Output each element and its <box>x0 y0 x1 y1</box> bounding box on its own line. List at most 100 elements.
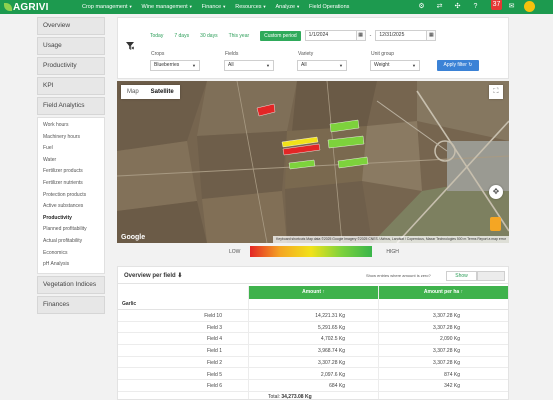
overview-header: Overview per field ⬇ Show entries where … <box>118 267 508 284</box>
network-icon[interactable]: ✣ <box>454 3 461 10</box>
variety-label: Variety <box>298 51 314 57</box>
apply-filter-button[interactable]: Apply filter ↻ <box>437 60 479 71</box>
gear-icon[interactable]: ⚙ <box>418 3 425 10</box>
map-type-map-button[interactable]: Map <box>127 89 139 95</box>
legend-gradient <box>250 246 373 257</box>
calendar-icon[interactable]: ▦ <box>427 30 437 41</box>
submenu-item-active-substances[interactable]: Active substances <box>43 203 84 210</box>
field-polygon[interactable] <box>327 135 365 149</box>
sidebar-item-finances[interactable]: Finances <box>37 295 105 314</box>
street-view-pegman-icon[interactable] <box>490 217 501 231</box>
sidebar-item-vegetation-indices[interactable]: Vegetation Indices <box>37 275 105 294</box>
top-bar: AGRIVI Crop management▼ Wine management▼… <box>0 0 553 14</box>
submenu-item-work-hours[interactable]: Work hours <box>43 122 69 128</box>
sidebar-item-usage[interactable]: Usage <box>37 37 105 55</box>
nav-finance[interactable]: Finance▼ <box>201 4 227 10</box>
table-row: Field 1 3,968.74 Kg 3,307.28 Kg <box>118 345 508 357</box>
amount-per-ha-cell: 874 Kg <box>444 371 460 378</box>
caret-down-icon: ▼ <box>296 4 301 9</box>
crops-label: Crops <box>151 51 165 57</box>
submenu-item-fuel[interactable]: Fuel <box>43 145 53 152</box>
column-divider <box>378 286 379 399</box>
field-name-cell: Field 5 <box>206 371 222 378</box>
overview-title: Overview per field ⬇ <box>124 273 183 279</box>
nav-wine-management[interactable]: Wine management▼ <box>141 4 193 10</box>
nav-field-operations[interactable]: Field Operations <box>309 4 350 10</box>
quick-date-30-days[interactable]: 30 days <box>200 32 218 39</box>
nav-analyze[interactable]: Analyze▼ <box>275 4 301 10</box>
submenu-item-fertilizer-products[interactable]: Fertilizer products <box>43 168 83 175</box>
submenu-item-planned-profitability[interactable]: Planned profitability <box>43 226 87 233</box>
nav-crop-management[interactable]: Crop management▼ <box>82 4 133 10</box>
fields-select[interactable]: All ▼ <box>224 60 274 71</box>
satellite-map[interactable]: Map Satellite ⛶ ✥ Google Keyboard shortc… <box>117 81 509 243</box>
table-row: Field 2 3,307.28 Kg 3,307.28 Kg <box>118 357 508 369</box>
swap-icon[interactable]: ⇄ <box>436 3 443 10</box>
filter-panel: Today 7 days 30 days This year Custom pe… <box>117 17 509 79</box>
bell-icon[interactable]: ♪37 <box>488 0 502 12</box>
field-polygon[interactable] <box>329 119 360 133</box>
column-header-amount[interactable]: Amount ↑ <box>249 286 378 299</box>
map-type-satellite-button[interactable]: Satellite <box>150 89 174 95</box>
field-polygon[interactable] <box>288 159 316 170</box>
caret-down-icon: ▼ <box>339 63 343 68</box>
date-to-input[interactable]: 12/31/2025 <box>375 30 428 41</box>
unit-group-label: Unit group <box>371 51 395 57</box>
table-row: Field 5 2,097.6 Kg 874 Kg <box>118 369 508 381</box>
nav-resources[interactable]: Resources▼ <box>235 4 267 10</box>
show-zero-button[interactable]: Show <box>446 271 477 281</box>
help-icon[interactable]: ? <box>473 3 478 10</box>
quick-date-this-year[interactable]: This year <box>228 32 250 39</box>
field-polygon[interactable] <box>337 156 369 169</box>
field-polygon[interactable] <box>256 103 276 117</box>
brand-logo[interactable]: AGRIVI <box>4 2 82 13</box>
map-pan-icon[interactable]: ✥ <box>489 185 503 199</box>
caret-down-icon: ▼ <box>192 63 196 68</box>
submenu-item-productivity[interactable]: Productivity <box>43 214 72 221</box>
caret-down-icon: ▼ <box>412 63 416 68</box>
map-imagery <box>117 81 509 243</box>
sidebar-item-field-analytics[interactable]: Field Analytics <box>37 97 105 115</box>
column-header-amount-per-ha[interactable]: Amount per ha ↑ <box>379 286 508 299</box>
productivity-legend: LOW HIGH <box>229 246 399 257</box>
sidebar-item-productivity[interactable]: Productivity <box>37 57 105 75</box>
crops-select[interactable]: Blueberries ▼ <box>150 60 200 71</box>
quick-date-today[interactable]: Today <box>150 32 164 39</box>
submenu-item-water[interactable]: Water <box>43 156 57 163</box>
field-polygon[interactable] <box>282 143 321 156</box>
map-attribution[interactable]: Keyboard shortcuts Map data ©2025 Google… <box>273 236 509 243</box>
show-zero-toggle[interactable] <box>477 271 505 281</box>
avatar-icon[interactable] <box>524 1 535 12</box>
submenu-item-protection-products[interactable]: Protection products <box>43 191 87 198</box>
field-name-cell: Field 4 <box>206 336 222 343</box>
date-from-input[interactable]: 1/1/2024 <box>304 30 357 41</box>
filter-clear-icon[interactable] <box>126 42 134 50</box>
overview-panel: Overview per field ⬇ Show entries where … <box>117 266 509 400</box>
variety-select[interactable]: All ▼ <box>297 60 347 71</box>
amount-cell: 14,221.31 Kg <box>315 313 345 319</box>
sidebar-item-overview[interactable]: Overview <box>37 17 105 35</box>
field-name-cell: Field 6 <box>206 383 222 390</box>
submenu-item-ph-analysis[interactable]: pH Analysis <box>43 261 70 268</box>
date-separator: - <box>369 32 372 39</box>
submenu-item-machinery-hours[interactable]: Machinery hours <box>43 133 80 140</box>
fullscreen-icon[interactable]: ⛶ <box>489 85 503 99</box>
custom-period-button[interactable]: Custom period <box>260 30 301 41</box>
notification-badge: 37 <box>491 0 502 10</box>
legend-high-label: HIGH <box>386 248 399 255</box>
submenu-item-fertilizer-nutrients[interactable]: Fertilizer nutrients <box>43 179 83 186</box>
quick-date-7-days[interactable]: 7 days <box>174 32 190 39</box>
field-polygon[interactable] <box>281 136 319 148</box>
field-name-cell: Field 10 <box>204 313 222 319</box>
submenu-item-actual-profitability[interactable]: Actual profitability <box>43 237 83 244</box>
submenu-item-economics[interactable]: Economics <box>43 249 68 256</box>
chat-icon[interactable]: ✉ <box>508 3 515 10</box>
amount-cell: 5,291.65 Kg <box>318 324 345 331</box>
sidebar-item-kpi[interactable]: KPI <box>37 77 105 95</box>
amount-cell: 684 Kg <box>329 383 345 390</box>
download-icon[interactable]: ⬇ <box>177 273 183 279</box>
total-row: Total: 34,273.08 Kg <box>268 394 312 399</box>
legend-low-label: LOW <box>229 248 241 255</box>
unit-group-select[interactable]: Weight ▼ <box>370 60 420 71</box>
calendar-icon[interactable]: ▦ <box>356 30 366 41</box>
